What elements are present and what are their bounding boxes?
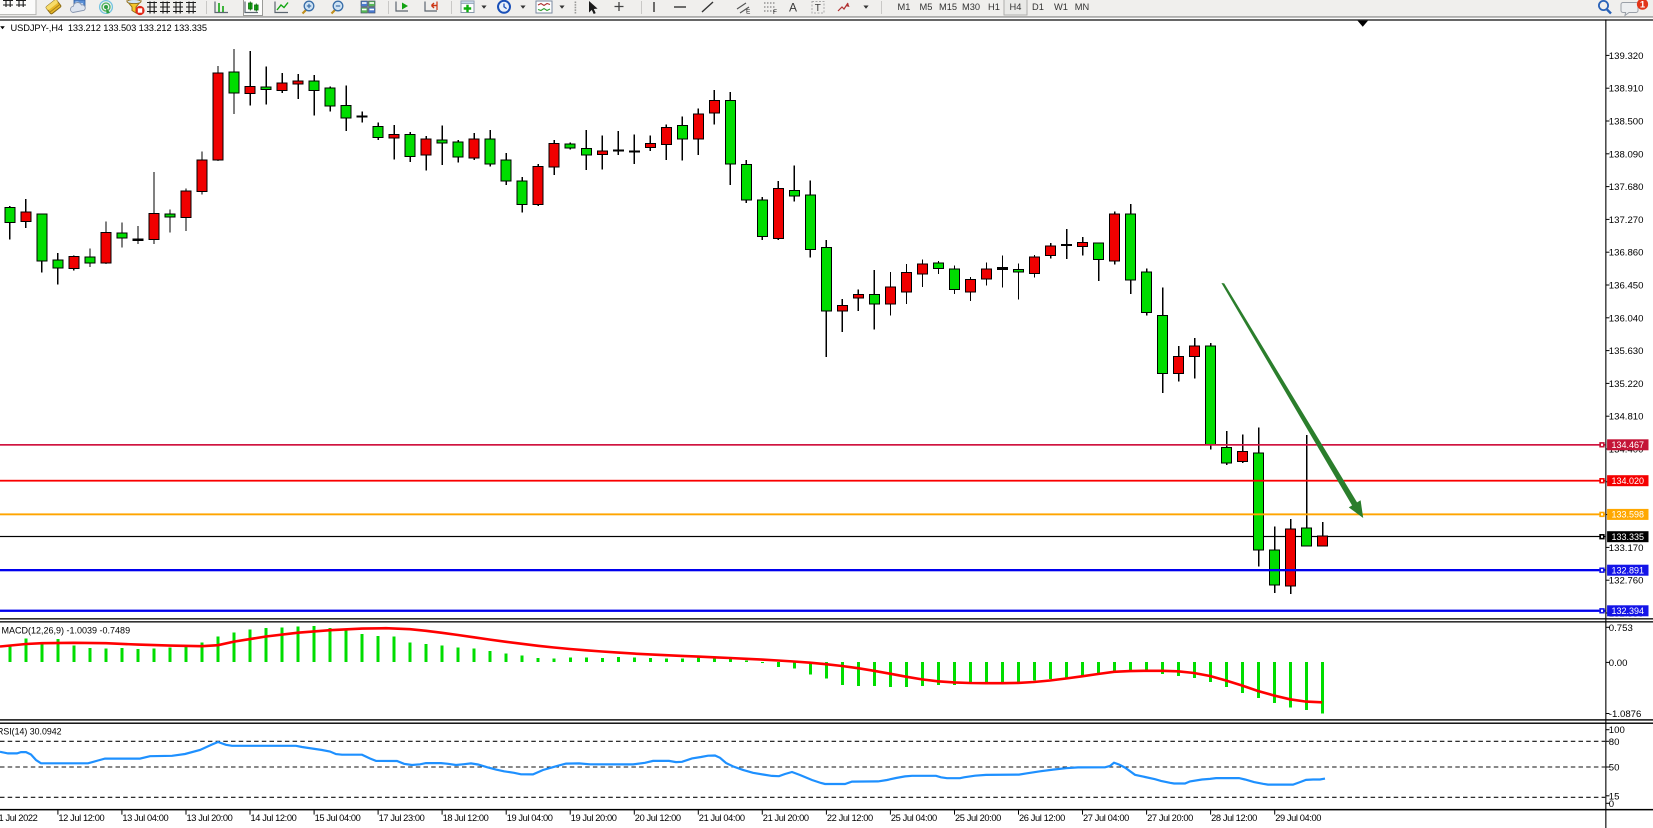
svg-text:T: T [815, 3, 821, 14]
svg-text:M30: M30 [962, 2, 980, 12]
svg-text:H4: H4 [1010, 2, 1022, 12]
svg-text:14 Jul 12:00: 14 Jul 12:00 [251, 813, 297, 823]
svg-text:0.00: 0.00 [1609, 658, 1628, 669]
svg-text:21 Jul 04:00: 21 Jul 04:00 [699, 813, 745, 823]
svg-text:12 Jul 12:00: 12 Jul 12:00 [58, 813, 104, 823]
svg-text:19 Jul 20:00: 19 Jul 20:00 [571, 813, 617, 823]
svg-text:18 Jul 12:00: 18 Jul 12:00 [443, 813, 489, 823]
svg-text:135.220: 135.220 [1609, 379, 1644, 390]
svg-text:134.810: 134.810 [1609, 412, 1644, 423]
svg-text:133.598: 133.598 [1612, 510, 1645, 520]
svg-text:MN: MN [1075, 2, 1089, 12]
svg-text:22 Jul 12:00: 22 Jul 12:00 [827, 813, 873, 823]
svg-text:29 Jul 04:00: 29 Jul 04:00 [1275, 813, 1321, 823]
svg-text:21 Jul 20:00: 21 Jul 20:00 [763, 813, 809, 823]
svg-text:M1: M1 [898, 2, 911, 12]
svg-text:A: A [789, 1, 797, 15]
svg-text:0: 0 [1609, 799, 1614, 810]
svg-text:134.020: 134.020 [1612, 476, 1645, 486]
svg-text:15 Jul 04:00: 15 Jul 04:00 [315, 813, 361, 823]
svg-text:136.040: 136.040 [1609, 313, 1644, 324]
svg-text:17 Jul 23:00: 17 Jul 23:00 [379, 813, 425, 823]
svg-text:132.760: 132.760 [1609, 576, 1644, 587]
svg-text:MACD(12,26,9) -1.0039 -0.7489: MACD(12,26,9) -1.0039 -0.7489 [2, 626, 131, 636]
svg-text:132.891: 132.891 [1612, 566, 1645, 576]
svg-text:M5: M5 [920, 2, 933, 12]
svg-text:H1: H1 [988, 2, 1000, 12]
svg-text:20 Jul 12:00: 20 Jul 12:00 [635, 813, 681, 823]
svg-text:E: E [746, 9, 751, 16]
svg-text:133.170: 133.170 [1609, 543, 1644, 554]
svg-text:136.860: 136.860 [1609, 248, 1644, 259]
svg-text:50: 50 [1609, 763, 1620, 774]
svg-text:1: 1 [1640, 0, 1646, 11]
svg-text:25 Jul 20:00: 25 Jul 20:00 [955, 813, 1001, 823]
svg-text:135.630: 135.630 [1609, 346, 1644, 357]
svg-text:133.335: 133.335 [1612, 532, 1645, 542]
svg-text:138.090: 138.090 [1609, 149, 1644, 160]
svg-text:26 Jul 12:00: 26 Jul 12:00 [1019, 813, 1065, 823]
svg-text:USDJPY-,H4 133.212 133.503 13: USDJPY-,H4 133.212 133.503 133.212 133.3… [11, 23, 207, 33]
svg-text:28 Jul 12:00: 28 Jul 12:00 [1211, 813, 1257, 823]
svg-text:137.270: 137.270 [1609, 215, 1644, 226]
svg-text:13 Jul 20:00: 13 Jul 20:00 [187, 813, 233, 823]
svg-text:27 Jul 04:00: 27 Jul 04:00 [1083, 813, 1129, 823]
svg-text:13 Jul 04:00: 13 Jul 04:00 [122, 813, 168, 823]
svg-text:137.680: 137.680 [1609, 182, 1644, 193]
svg-text:27 Jul 20:00: 27 Jul 20:00 [1147, 813, 1193, 823]
svg-text:15: 15 [1609, 791, 1620, 802]
svg-text:-1.0876: -1.0876 [1609, 709, 1642, 720]
svg-text:132.394: 132.394 [1612, 606, 1645, 616]
svg-text:138.910: 138.910 [1609, 84, 1644, 95]
svg-text:136.450: 136.450 [1609, 281, 1644, 292]
svg-text:D1: D1 [1032, 2, 1044, 12]
svg-text:19 Jul 04:00: 19 Jul 04:00 [507, 813, 553, 823]
svg-text:138.500: 138.500 [1609, 117, 1644, 128]
svg-text:139.320: 139.320 [1609, 51, 1644, 62]
svg-text:0.753: 0.753 [1609, 623, 1633, 634]
svg-text:RSI(14) 30.0942: RSI(14) 30.0942 [0, 726, 62, 736]
svg-text:25 Jul 04:00: 25 Jul 04:00 [891, 813, 937, 823]
svg-text:F: F [773, 9, 777, 16]
svg-text:11 Jul 2022: 11 Jul 2022 [0, 813, 38, 823]
svg-text:80: 80 [1609, 737, 1620, 748]
svg-text:W1: W1 [1054, 2, 1068, 12]
svg-text:100: 100 [1609, 725, 1625, 736]
svg-text:134.467: 134.467 [1612, 440, 1645, 450]
svg-text:M15: M15 [939, 2, 957, 12]
